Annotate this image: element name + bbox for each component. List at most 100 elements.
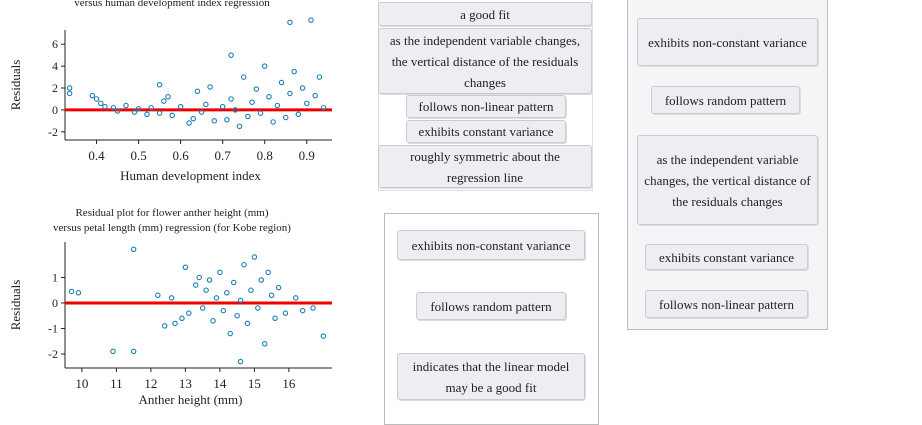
residual-point (135, 106, 142, 112)
y-tick-label: 6 (52, 37, 58, 51)
residual-point (198, 109, 205, 115)
residual-point (169, 112, 175, 119)
x-tick-label: 0.7 (215, 148, 232, 163)
residual-point (282, 114, 289, 121)
card[interactable]: follows non-linear pattern (645, 290, 808, 318)
residual-point (206, 277, 213, 283)
y-tick-label: -2 (48, 125, 58, 139)
card[interactable]: follows non-linear pattern (406, 95, 566, 118)
card[interactable]: follows random pattern (651, 86, 800, 114)
residual-point (220, 307, 227, 314)
residual-point (227, 330, 233, 337)
residual-point (156, 81, 163, 88)
residual-point (287, 90, 293, 97)
residual-point (261, 341, 268, 347)
x-tick-label: 0.9 (299, 148, 315, 163)
residual-point (89, 92, 96, 99)
residual-point (255, 305, 261, 311)
residual-point (230, 279, 237, 286)
residual-point (258, 277, 265, 283)
residual-point (316, 74, 323, 80)
residual-point (320, 333, 327, 339)
residual-point (293, 295, 299, 301)
card[interactable]: follows random pattern (416, 292, 566, 320)
residual-point (224, 290, 230, 296)
residual-point (177, 103, 184, 110)
card[interactable]: exhibits constant variance (406, 120, 566, 143)
residual-point (203, 101, 209, 108)
card[interactable]: indicates that the linear model may be a… (397, 353, 585, 400)
residual-point (268, 292, 275, 299)
card[interactable]: exhibits non-constant variance (397, 230, 585, 260)
card[interactable]: exhibits constant variance (645, 244, 808, 270)
residual-point (148, 104, 154, 111)
residual-point (299, 85, 306, 91)
residual-point (219, 103, 226, 110)
card[interactable]: as the independent variable changes, the… (378, 28, 592, 94)
residual-point (203, 287, 209, 293)
card[interactable]: exhibits non-constant variance (637, 18, 818, 66)
residual-point (155, 292, 161, 299)
residual-point (217, 269, 223, 276)
y-tick-label: 2 (52, 81, 58, 95)
residual-point (228, 96, 234, 102)
residual-point (253, 86, 260, 92)
x-tick-label: 11 (110, 376, 123, 391)
residual-point (304, 100, 310, 107)
residual-point (234, 312, 240, 319)
residual-point (237, 297, 244, 304)
residual-point (110, 348, 116, 355)
residual-point (251, 254, 258, 260)
x-tick-label: 10 (75, 376, 88, 391)
residual-point (266, 94, 272, 100)
y-tick-label: 4 (52, 59, 58, 73)
x-tick-label: 13 (179, 376, 192, 391)
x-axis-label: Anther height (mm) (139, 392, 243, 407)
residual-point (312, 92, 318, 99)
residual-point (168, 295, 175, 301)
residual-point (66, 90, 73, 97)
residual-point (240, 74, 247, 80)
residual-point (68, 288, 75, 295)
residual-point (274, 102, 281, 109)
residual-point (75, 290, 82, 296)
card[interactable]: as the independent variable changes, the… (637, 135, 818, 225)
residual-point (123, 102, 129, 109)
residual-point (278, 79, 285, 86)
residual-point (245, 113, 251, 120)
residual-point (161, 98, 167, 104)
residual-point (272, 315, 278, 322)
y-axis-label: Residuals (8, 280, 23, 331)
x-tick-label: 12 (144, 376, 157, 391)
residual-point (110, 104, 117, 111)
residual-point (114, 108, 121, 114)
residual-point (179, 315, 185, 322)
card[interactable]: roughly symmetric about the regression l… (378, 145, 592, 188)
x-tick-label: 14 (213, 376, 227, 391)
residual-point (102, 103, 108, 110)
residual-point (244, 320, 251, 327)
residual-point (265, 269, 271, 276)
residual-point (196, 274, 202, 281)
residual-point (190, 115, 196, 122)
x-tick-label: 0.4 (88, 148, 105, 163)
x-tick-label: 0.6 (173, 148, 190, 163)
y-axis-label: Residuals (8, 60, 23, 111)
x-tick-label: 16 (282, 376, 296, 391)
residual-point (97, 100, 104, 107)
x-axis-label: Human development index (120, 168, 261, 183)
residual-point (182, 264, 189, 271)
residual-point (93, 96, 100, 102)
residual-point (295, 111, 302, 118)
residual-point (186, 120, 192, 126)
card[interactable]: a good fit (378, 2, 592, 26)
plot-title: versus petal length (mm) regression (for… (53, 222, 291, 234)
residual-point (287, 19, 293, 26)
residual-point (232, 107, 239, 113)
residual-point (161, 323, 168, 329)
residual-point (308, 17, 314, 23)
plot-title: Residual plot for flower anther height (… (75, 207, 268, 219)
residual-point (282, 310, 289, 316)
residual-point (310, 305, 316, 311)
